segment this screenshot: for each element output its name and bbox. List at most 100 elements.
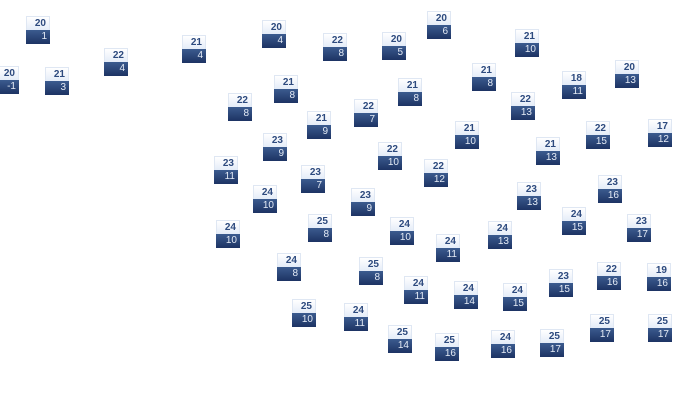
map-marker[interactable]: 21 10 [455,121,479,149]
map-marker[interactable]: 21 3 [45,67,69,95]
map-marker[interactable]: 21 8 [398,78,422,106]
map-marker[interactable]: 22 16 [597,262,621,290]
map-marker[interactable]: 24 8 [277,253,301,281]
marker-top-value: 25 [359,257,383,271]
map-marker[interactable]: 20 5 [382,32,406,60]
marker-bottom-value: 13 [615,74,639,88]
marker-bottom-value: 13 [488,235,512,249]
marker-bottom-value: 11 [214,170,238,184]
marker-top-value: 21 [536,137,560,151]
marker-bottom-value: 8 [274,89,298,103]
map-marker[interactable]: 25 8 [359,257,383,285]
marker-bottom-value: 11 [436,248,460,262]
map-marker[interactable]: 20 -1 [0,66,19,94]
marker-top-value: 22 [354,99,378,113]
map-marker[interactable]: 22 10 [378,142,402,170]
marker-top-value: 20 [26,16,50,30]
map-marker[interactable]: 21 8 [274,75,298,103]
map-marker[interactable]: 25 17 [590,314,614,342]
map-marker[interactable]: 25 14 [388,325,412,353]
marker-bottom-value: 9 [351,202,375,216]
marker-top-value: 21 [274,75,298,89]
marker-bottom-value: 9 [307,125,331,139]
map-marker[interactable]: 24 11 [404,276,428,304]
marker-bottom-value: 15 [549,283,573,297]
marker-top-value: 22 [378,142,402,156]
marker-top-value: 20 [0,66,19,80]
map-marker[interactable]: 22 15 [586,121,610,149]
marker-bottom-value: 7 [354,113,378,127]
marker-top-value: 21 [398,78,422,92]
marker-bottom-value: 8 [277,267,301,281]
map-marker[interactable]: 20 1 [26,16,50,44]
marker-top-value: 22 [586,121,610,135]
map-marker[interactable]: 18 11 [562,71,586,99]
map-marker[interactable]: 25 16 [435,333,459,361]
map-marker[interactable]: 24 10 [390,217,414,245]
map-marker[interactable]: 21 9 [307,111,331,139]
marker-top-value: 24 [344,303,368,317]
map-marker[interactable]: 21 10 [515,29,539,57]
map-marker[interactable]: 25 8 [308,214,332,242]
marker-top-value: 24 [436,234,460,248]
map-marker[interactable]: 20 6 [427,11,451,39]
marker-top-value: 24 [503,283,527,297]
map-marker[interactable]: 22 8 [323,33,347,61]
map-marker[interactable]: 24 16 [491,330,515,358]
map-marker[interactable]: 24 11 [436,234,460,262]
marker-top-value: 24 [216,220,240,234]
marker-top-value: 25 [308,214,332,228]
map-marker[interactable]: 23 16 [598,175,622,203]
map-marker[interactable]: 21 13 [536,137,560,165]
map-marker[interactable]: 20 13 [615,60,639,88]
marker-bottom-value: -1 [0,80,19,94]
map-marker[interactable]: 21 4 [182,35,206,63]
map-marker[interactable]: 24 11 [344,303,368,331]
map-marker[interactable]: 20 4 [262,20,286,48]
map-marker[interactable]: 24 15 [562,207,586,235]
map-marker[interactable]: 23 9 [263,133,287,161]
marker-top-value: 21 [472,63,496,77]
map-marker[interactable]: 23 11 [214,156,238,184]
marker-top-value: 23 [627,214,651,228]
map-marker[interactable]: 24 15 [503,283,527,311]
marker-bottom-value: 11 [404,290,428,304]
map-marker[interactable]: 25 10 [292,299,316,327]
marker-bottom-value: 10 [378,156,402,170]
map-marker[interactable]: 23 9 [351,188,375,216]
map-marker[interactable]: 19 16 [647,263,671,291]
marker-top-value: 22 [228,93,252,107]
map-marker[interactable]: 21 8 [472,63,496,91]
map-marker[interactable]: 22 13 [511,92,535,120]
marker-top-value: 24 [253,185,277,199]
marker-top-value: 20 [427,11,451,25]
map-marker[interactable]: 22 8 [228,93,252,121]
map-marker[interactable]: 23 13 [517,182,541,210]
marker-bottom-value: 10 [455,135,479,149]
marker-bottom-value: 8 [398,92,422,106]
map-marker[interactable]: 24 13 [488,221,512,249]
marker-top-value: 25 [540,329,564,343]
map-marker[interactable]: 24 14 [454,281,478,309]
map-marker[interactable]: 22 7 [354,99,378,127]
marker-top-value: 23 [517,182,541,196]
map-marker[interactable]: 25 17 [648,314,672,342]
marker-bottom-value: 16 [435,347,459,361]
map-marker[interactable]: 17 12 [648,119,672,147]
map-marker[interactable]: 24 10 [253,185,277,213]
map-marker[interactable]: 23 15 [549,269,573,297]
marker-top-value: 24 [562,207,586,221]
map-marker[interactable]: 23 7 [301,165,325,193]
marker-bottom-value: 15 [586,135,610,149]
marker-bottom-value: 11 [344,317,368,331]
marker-bottom-value: 17 [540,343,564,357]
map-marker[interactable]: 23 17 [627,214,651,242]
map-marker[interactable]: 25 17 [540,329,564,357]
map-marker[interactable]: 22 12 [424,159,448,187]
marker-bottom-value: 17 [627,228,651,242]
marker-bottom-value: 5 [382,46,406,60]
marker-top-value: 21 [307,111,331,125]
map-marker[interactable]: 24 10 [216,220,240,248]
map-marker[interactable]: 22 4 [104,48,128,76]
marker-top-value: 17 [648,119,672,133]
